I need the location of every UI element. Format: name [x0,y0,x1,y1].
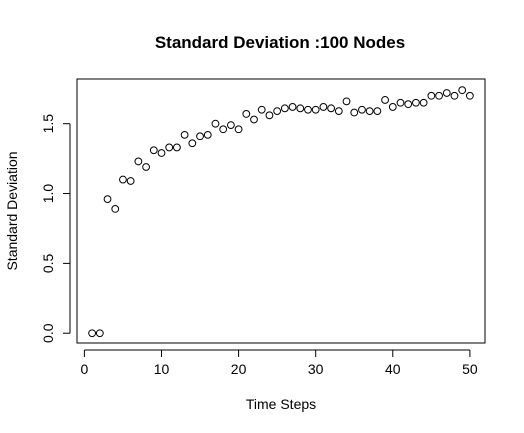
data-point [242,110,251,118]
data-point [180,130,189,139]
data-point [95,329,104,338]
data-point [404,100,413,109]
data-point [304,105,312,114]
data-point [111,205,120,213]
y-axis-label: Standard Deviation [4,151,20,270]
data-point [103,195,112,204]
x-tick-label: 30 [308,361,324,377]
data-point [373,107,382,116]
data-point [157,149,166,157]
data-point [280,104,289,113]
data-point [311,105,320,114]
y-tick-label: 1.5 [40,114,56,134]
data-point [257,105,266,114]
data-points [88,86,474,338]
data-point [327,104,336,113]
data-point [126,177,135,185]
x-tick-label: 20 [231,361,247,377]
data-point [442,89,451,97]
data-point [149,146,158,155]
data-point [211,119,220,128]
chart-title: Standard Deviation :100 Nodes [155,33,405,52]
data-point [234,125,243,134]
x-tick-label: 50 [462,361,478,377]
data-point [88,329,97,338]
data-point [388,103,397,111]
data-point [273,107,282,116]
data-point [458,86,467,95]
data-point [342,97,351,106]
data-point [219,125,228,134]
data-point [119,175,127,184]
data-point [381,96,389,104]
data-point [435,91,443,100]
x-axis: 0 10 20 30 40 50 [81,349,478,377]
y-tick-label: 1.0 [40,184,56,204]
plot-frame [76,78,486,344]
data-point [396,98,405,107]
x-tick-label: 10 [154,361,170,377]
x-axis-label: Time Steps [246,396,316,412]
data-point [465,91,474,100]
data-point [350,108,359,117]
data-point [165,143,174,152]
data-point [334,107,343,116]
data-point [173,143,181,152]
data-point [450,91,459,100]
data-point [196,132,204,141]
data-point [296,104,305,113]
data-point [412,98,420,107]
data-point [250,115,258,124]
data-point [134,157,143,166]
y-axis: 0.0 0.5 1.0 1.5 [40,114,71,343]
x-tick-label: 40 [385,361,401,377]
y-tick-label: 0.0 [40,323,56,343]
data-point [226,121,235,129]
x-tick-label: 0 [81,361,89,377]
data-point [427,91,436,100]
data-point [265,111,274,120]
data-point [358,105,366,114]
y-tick-label: 0.5 [40,253,56,273]
data-point [288,103,297,111]
data-point [365,107,374,116]
data-point [203,130,212,139]
data-point [142,163,150,171]
data-point [319,103,328,111]
data-point [419,98,428,107]
data-point [188,139,197,148]
